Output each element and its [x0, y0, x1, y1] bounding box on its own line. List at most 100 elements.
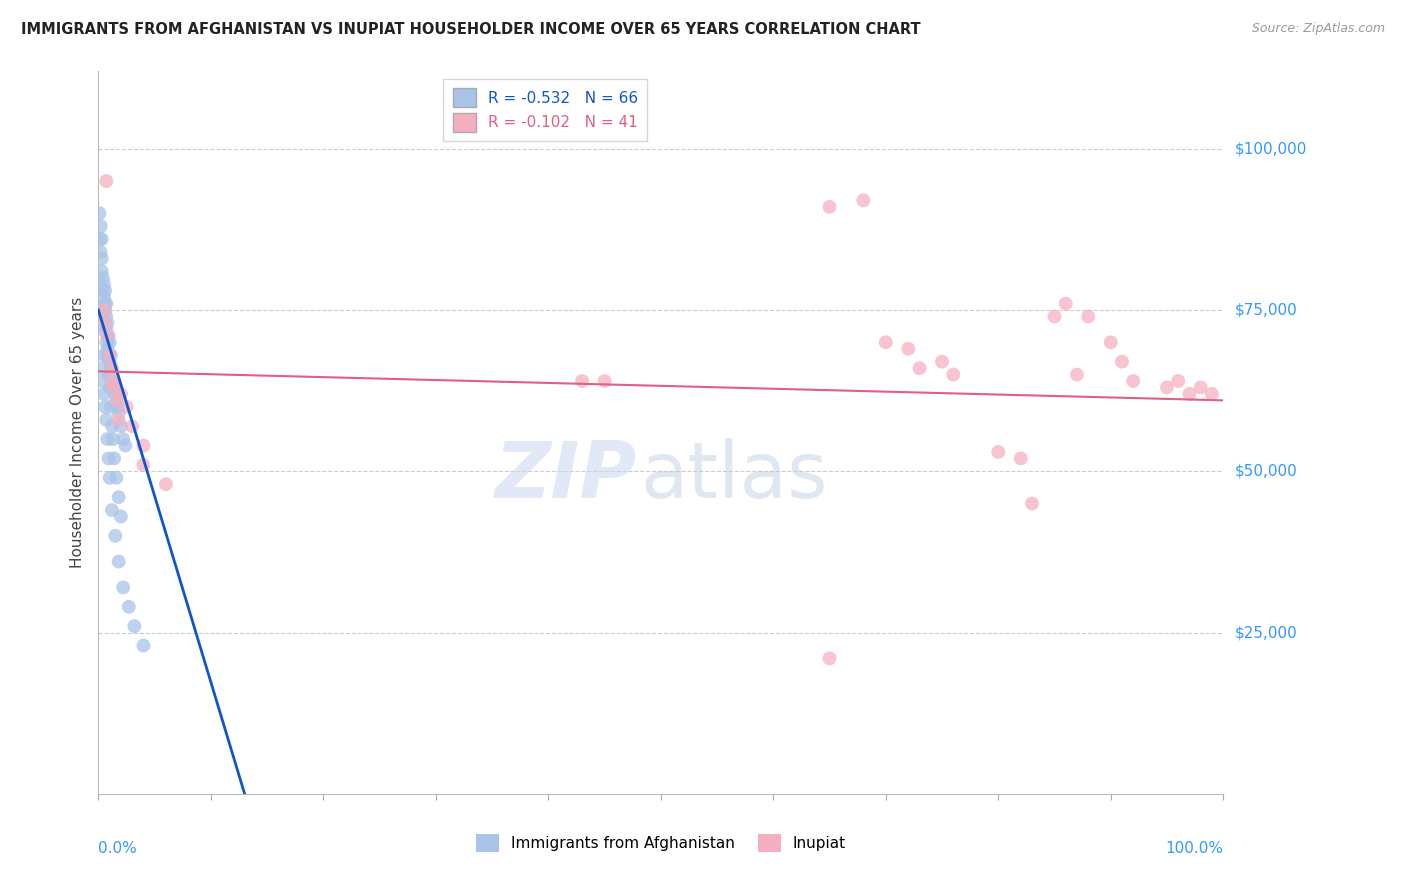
- Point: [593, 374, 616, 388]
- Point: [118, 599, 141, 614]
- Point: [110, 509, 132, 524]
- Text: ZIP: ZIP: [494, 438, 636, 514]
- Point: [112, 581, 135, 595]
- Point: [104, 387, 127, 401]
- Point: [100, 348, 122, 362]
- Point: [1167, 374, 1189, 388]
- Point: [107, 413, 129, 427]
- Point: [101, 374, 124, 388]
- Point: [90, 252, 112, 266]
- Point: [101, 432, 124, 446]
- Point: [94, 303, 117, 318]
- Point: [115, 400, 138, 414]
- Point: [97, 348, 120, 362]
- Point: [103, 451, 125, 466]
- Point: [1189, 380, 1212, 394]
- Point: [98, 380, 121, 394]
- Point: [875, 335, 897, 350]
- Point: [91, 374, 114, 388]
- Point: [107, 555, 129, 569]
- Point: [132, 458, 155, 472]
- Point: [1178, 387, 1201, 401]
- Point: [1122, 374, 1144, 388]
- Text: $100,000: $100,000: [1234, 141, 1306, 156]
- Point: [107, 406, 129, 420]
- Point: [96, 322, 118, 336]
- Point: [90, 264, 112, 278]
- Point: [852, 194, 875, 208]
- Point: [107, 400, 129, 414]
- Point: [1010, 451, 1032, 466]
- Point: [103, 380, 125, 394]
- Point: [93, 277, 115, 292]
- Point: [121, 419, 143, 434]
- Point: [90, 361, 112, 376]
- Point: [1066, 368, 1088, 382]
- Point: [1043, 310, 1066, 324]
- Point: [105, 393, 128, 408]
- Point: [818, 200, 841, 214]
- Point: [1201, 387, 1223, 401]
- Point: [96, 310, 118, 324]
- Point: [91, 322, 114, 336]
- Point: [98, 335, 121, 350]
- Point: [571, 374, 593, 388]
- Point: [97, 368, 120, 382]
- Point: [90, 219, 112, 234]
- Text: 100.0%: 100.0%: [1166, 841, 1223, 855]
- Point: [110, 387, 132, 401]
- Point: [90, 232, 112, 246]
- Point: [1156, 380, 1178, 394]
- Point: [101, 361, 124, 376]
- Point: [94, 316, 117, 330]
- Point: [93, 387, 115, 401]
- Point: [114, 438, 136, 452]
- Point: [897, 342, 920, 356]
- Point: [97, 451, 120, 466]
- Point: [96, 329, 118, 343]
- Point: [89, 232, 111, 246]
- Point: [110, 419, 132, 434]
- Point: [89, 206, 111, 220]
- Point: [155, 477, 177, 491]
- Y-axis label: Householder Income Over 65 years: Householder Income Over 65 years: [69, 297, 84, 568]
- Point: [101, 368, 124, 382]
- Text: $75,000: $75,000: [1234, 302, 1298, 318]
- Point: [100, 361, 122, 376]
- Point: [91, 284, 114, 298]
- Point: [1054, 296, 1077, 310]
- Point: [94, 400, 117, 414]
- Point: [101, 374, 124, 388]
- Text: Source: ZipAtlas.com: Source: ZipAtlas.com: [1251, 22, 1385, 36]
- Point: [100, 400, 122, 414]
- Point: [90, 244, 112, 259]
- Point: [98, 348, 121, 362]
- Point: [93, 303, 115, 318]
- Point: [105, 393, 128, 408]
- Point: [987, 445, 1010, 459]
- Point: [103, 380, 125, 394]
- Text: atlas: atlas: [641, 438, 828, 514]
- Point: [97, 329, 120, 343]
- Point: [96, 316, 118, 330]
- Point: [1021, 497, 1043, 511]
- Point: [1077, 310, 1099, 324]
- Text: $50,000: $50,000: [1234, 464, 1298, 479]
- Point: [96, 342, 118, 356]
- Point: [105, 471, 128, 485]
- Point: [124, 619, 146, 633]
- Point: [931, 354, 953, 368]
- Point: [107, 490, 129, 504]
- Text: $25,000: $25,000: [1234, 625, 1298, 640]
- Point: [96, 413, 118, 427]
- Point: [1099, 335, 1122, 350]
- Text: IMMIGRANTS FROM AFGHANISTAN VS INUPIAT HOUSEHOLDER INCOME OVER 65 YEARS CORRELAT: IMMIGRANTS FROM AFGHANISTAN VS INUPIAT H…: [21, 22, 921, 37]
- Point: [96, 348, 118, 362]
- Point: [93, 290, 115, 304]
- Point: [96, 329, 118, 343]
- Point: [94, 284, 117, 298]
- Point: [818, 651, 841, 665]
- Point: [96, 174, 118, 188]
- Point: [96, 335, 118, 350]
- Point: [94, 316, 117, 330]
